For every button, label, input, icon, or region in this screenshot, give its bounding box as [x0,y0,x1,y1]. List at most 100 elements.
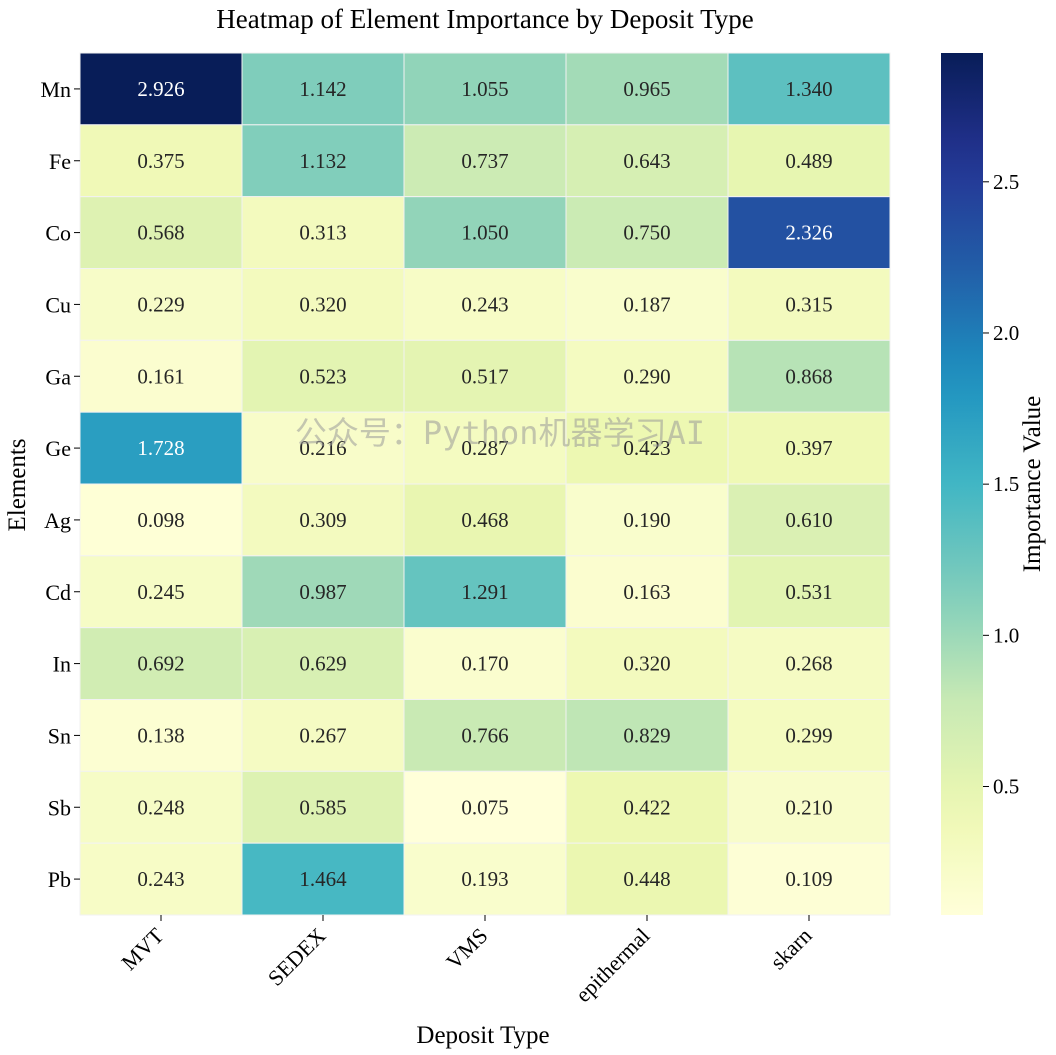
watermark: 公众号：Python机器学习AI [295,414,705,452]
row-tick-label: In [53,652,71,677]
column-tick-label: MVT [116,922,169,975]
x-axis-label: Deposit Type [416,1022,549,1049]
cell-value-label: 0.766 [461,723,508,747]
heatmap-cell [79,124,243,198]
heatmap-cell [79,699,243,772]
cell-value-label: 1.132 [299,149,346,173]
column-tick-label: SEDEX [263,923,331,991]
heatmap-cell [565,483,729,557]
row-tick-label: Mn [40,77,71,102]
colorbar-ticks: 0.5 1.0 1.5 2.0 2.5 [983,170,1019,799]
cell-value-label: 2.926 [137,77,184,101]
cell-value-label: 0.422 [623,795,670,819]
heatmap-cell [727,483,891,557]
colorbar: 0.5 1.0 1.5 2.0 2.5 Importance Value [941,53,1046,915]
heatmap-cell [241,339,405,413]
heatmap-cell [727,196,891,270]
cell-value-label: 0.193 [461,867,508,891]
cell-value-label: 0.190 [623,508,670,532]
cell-value-label: 0.243 [461,292,508,316]
heatmap-cell [727,124,891,198]
colorbar-tick-label: 1.0 [993,623,1019,647]
cell-value-label: 0.210 [785,795,832,819]
heatmap-cell [403,339,567,413]
cell-value-label: 0.965 [623,77,670,101]
y-axis-label: Elements [4,438,31,531]
cell-value-label: 0.216 [299,436,346,460]
heatmap-cell [241,699,405,772]
cell-value-label: 0.629 [299,652,346,676]
cell-value-label: 0.287 [461,436,508,460]
cell-value-label: 1.055 [461,77,508,101]
cell-value-label: 0.268 [785,652,832,676]
heatmap-cell [565,842,729,916]
heatmap-cell [79,770,243,844]
cell-value-label: 0.229 [137,292,184,316]
cell-value-label: 0.320 [299,292,346,316]
cell-value-label: 0.315 [785,292,832,316]
cell-value-label: 0.610 [785,508,832,532]
column-tick-labels: MVT SEDEX VMS epithermal skarn [116,915,817,1007]
colorbar-label: Importance Value [1019,396,1046,573]
heatmap-cell [727,268,891,341]
cell-value-label: 0.829 [623,723,670,747]
heatmap-cell [727,699,891,772]
row-tick-labels: Mn Fe Co Cu Ga Ge Ag Cd In Sn Sb Pb [40,77,80,892]
cell-value-label: 0.585 [299,795,346,819]
cell-value-label: 2.326 [785,221,832,245]
heatmap-cell [565,52,729,126]
cell-value-label: 0.868 [785,364,832,388]
heatmap-cell [79,52,243,126]
heatmap-cell [727,339,891,413]
row-tick-label: Cd [45,580,71,605]
cell-value-label: 0.320 [623,652,670,676]
colorbar-tick-label: 2.0 [993,321,1019,345]
heatmap-cell [565,196,729,270]
cell-value-label: 0.643 [623,149,670,173]
cell-value-label: 0.692 [137,652,184,676]
heatmap-cell [727,842,891,916]
cell-value-label: 0.375 [137,149,184,173]
heatmap-cell [79,555,243,629]
heatmap-cell [241,52,405,126]
cell-value-label: 0.309 [299,508,346,532]
cell-value-label: 1.291 [461,580,508,604]
cell-value-label: 0.489 [785,149,832,173]
cell-value-label: 0.737 [461,149,508,173]
colorbar-tick-label: 1.5 [993,472,1019,496]
colorbar-gradient [941,53,983,915]
heatmap-cell [403,52,567,126]
row-tick-label: Ga [45,364,71,389]
cell-value-label: 1.050 [461,221,508,245]
heatmap-cell [241,268,405,341]
row-tick-label: Sb [48,795,71,820]
colorbar-tick-label: 2.5 [993,170,1019,194]
cell-value-label: 0.267 [299,723,346,747]
row-tick-label: Pb [48,867,71,892]
cell-value-label: 0.163 [623,580,670,604]
cell-value-label: 0.098 [137,508,184,532]
heatmap-cell [403,196,567,270]
heatmap-cell [403,268,567,341]
heatmap-cells: 2.926 1.142 1.055 0.965 1.340 0.375 1.132 0.737… [79,52,891,916]
cell-value-label: 0.138 [137,723,184,747]
heatmap-cell [403,842,567,916]
heatmap-cell [403,770,567,844]
cell-value-label: 0.568 [137,221,184,245]
heatmap-cell [241,627,405,701]
cell-value-label: 0.109 [785,867,832,891]
row-tick-label: Co [45,221,71,246]
cell-value-label: 0.750 [623,221,670,245]
heatmap-cell [727,770,891,844]
cell-value-label: 1.464 [299,867,347,891]
heatmap-cell [241,842,405,916]
cell-value-label: 0.517 [461,364,508,388]
row-tick-label: Cu [45,292,71,317]
chart-title: Heatmap of Element Importance by Deposit… [216,4,753,34]
row-tick-label: Ag [44,508,71,533]
heatmap-cell [79,339,243,413]
cell-value-label: 0.397 [785,436,832,460]
heatmap-cell [403,124,567,198]
cell-value-label: 0.299 [785,723,832,747]
